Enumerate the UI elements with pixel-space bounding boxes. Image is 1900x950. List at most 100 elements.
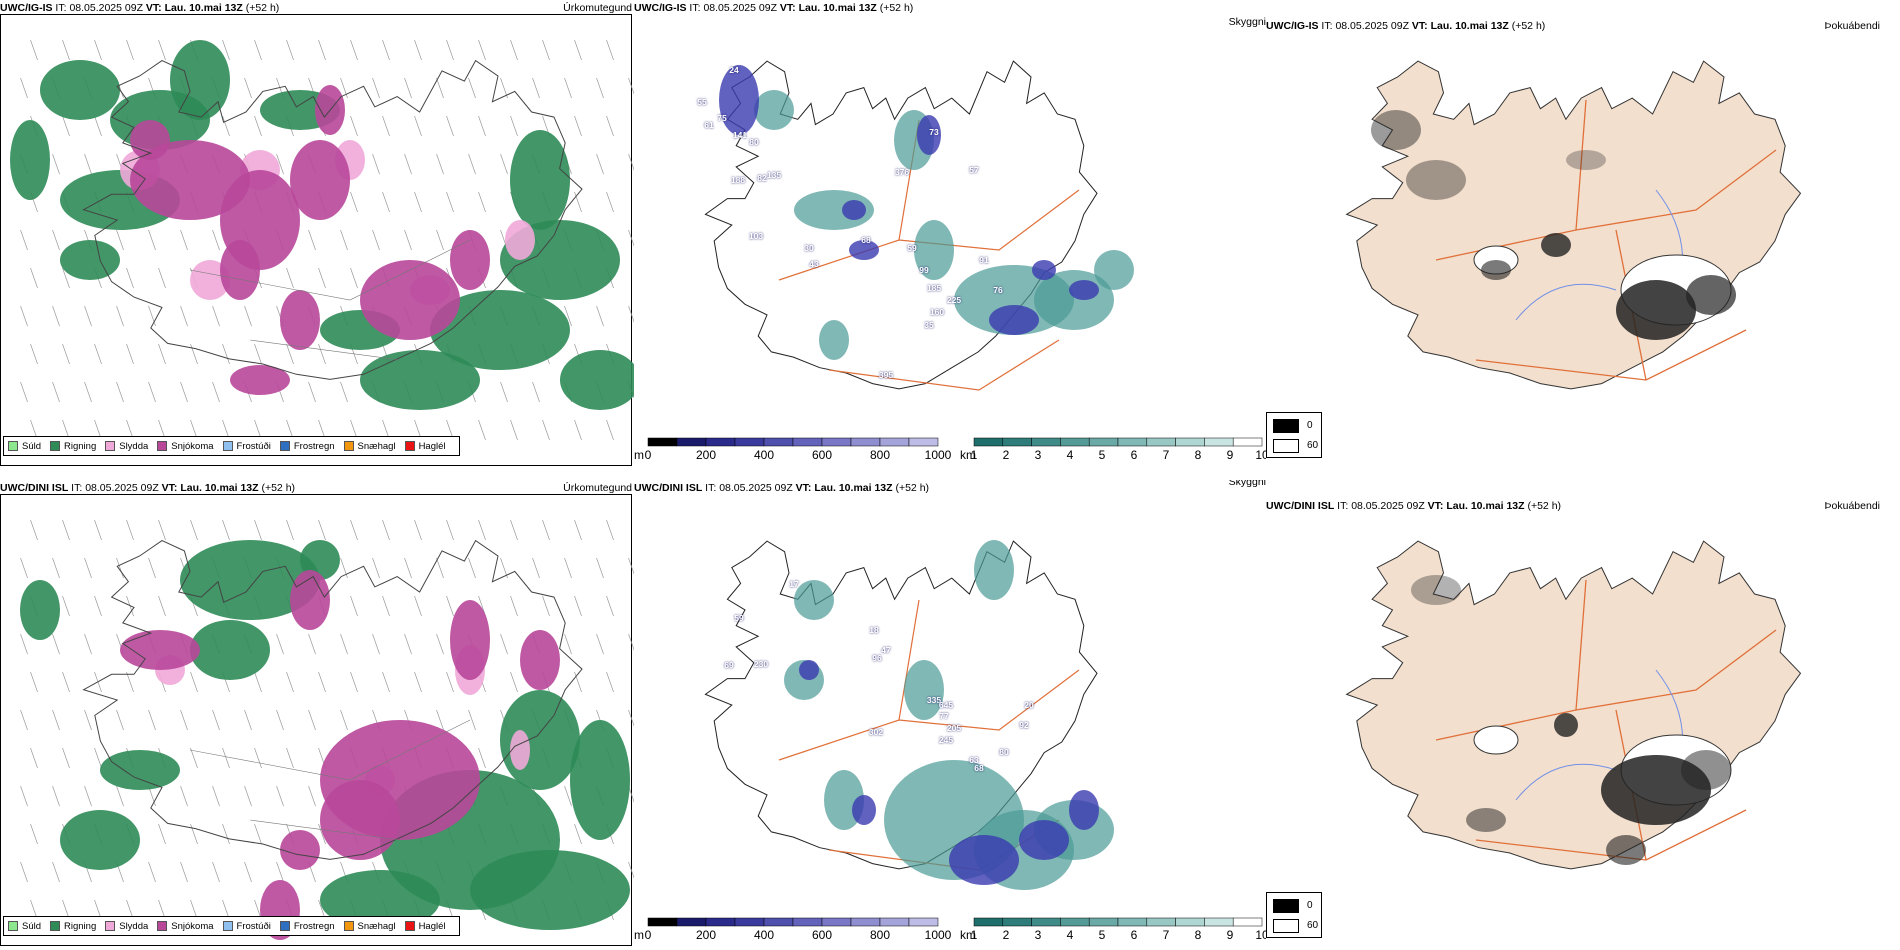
fog-legend-label: 60	[1307, 920, 1319, 931]
rain-area	[100, 750, 180, 790]
wind-barb	[500, 153, 508, 175]
wind-barb	[382, 115, 390, 137]
colorbar-cell	[647, 437, 678, 447]
fog-indicator-title: Þokuábendi	[1824, 20, 1880, 32]
rain-area	[180, 540, 320, 620]
wind-barb	[382, 595, 390, 617]
cloud-height-label: 30	[804, 243, 814, 253]
low-cloud-area	[1032, 260, 1056, 280]
colorbar-tick-label: 800	[869, 928, 891, 942]
cloud-height-label: 82	[757, 173, 767, 183]
cloud-height-label: 76	[993, 285, 1003, 295]
colorbar-tick-label: 8	[1194, 448, 1202, 462]
wind-barb	[126, 343, 134, 365]
fog-legend-label: 0	[1307, 900, 1313, 911]
wind-barb	[574, 419, 582, 441]
wind-barb	[190, 519, 198, 541]
cloud-map	[704, 540, 1114, 890]
legend-item: Frostregn	[279, 921, 335, 932]
colorbar-tick-label: 0	[644, 448, 652, 462]
wind-barb	[30, 39, 38, 61]
legend-label: Frostúði	[236, 920, 271, 932]
low-cloud-area	[719, 65, 759, 135]
wind-barb	[276, 153, 284, 175]
colorbar-cell	[821, 917, 852, 927]
wind-barb	[212, 381, 220, 403]
rain-area	[320, 870, 440, 930]
rain-area	[170, 40, 230, 120]
wind-barb	[382, 191, 390, 213]
wind-barb	[276, 709, 284, 731]
wind-barb	[62, 115, 70, 137]
rain-area	[40, 60, 120, 120]
cloud-visibility-panel-dini: UWC/DINI ISL IT: 08.05.2025 09Z VT: Lau.…	[634, 480, 1266, 950]
cloud-height-label: 55	[697, 97, 707, 107]
wind-barb	[254, 39, 262, 61]
wind-barb	[62, 671, 70, 693]
fog-legend: 0 60	[1266, 892, 1322, 938]
wind-barb	[468, 153, 476, 175]
legend-swatch	[105, 921, 116, 931]
wind-barb	[148, 381, 156, 403]
wind-barb	[340, 229, 348, 251]
wind-barb	[52, 381, 60, 403]
legend-label: Súld	[22, 920, 42, 932]
cloud-height-label: 185	[926, 283, 942, 293]
wind-barb	[436, 229, 444, 251]
wind-barb	[254, 671, 262, 693]
low-cloud-area	[989, 305, 1039, 335]
wind-barb	[628, 861, 634, 879]
legend-swatch	[8, 921, 18, 931]
cloud-height-label: 61	[704, 120, 714, 130]
coastline	[82, 539, 583, 860]
colorbar-tick-label: 10	[1255, 928, 1266, 942]
wind-barb	[468, 557, 476, 579]
wind-barb	[500, 557, 508, 579]
visibility-colorbar: km 1 2 3 4 5 6 7 8 9 10	[944, 436, 1266, 466]
colorbar-cell	[1060, 917, 1090, 927]
wind-barb	[222, 39, 230, 61]
wind-barb	[20, 709, 28, 731]
wind-barb	[404, 633, 412, 655]
colorbar-cell	[1146, 917, 1176, 927]
wind-barb	[158, 267, 166, 289]
fog-area	[1616, 280, 1696, 340]
wind-barb	[116, 305, 124, 327]
colorbar-cell	[1060, 437, 1090, 447]
wind-barb	[542, 595, 550, 617]
wind-barb	[180, 229, 188, 251]
wind-barb	[372, 77, 380, 99]
wind-barb	[628, 557, 634, 575]
wind-barb	[190, 747, 198, 769]
fog-legend-swatch	[1273, 919, 1299, 933]
cloud-height-label: 68	[974, 763, 984, 773]
low-cloud-area	[949, 835, 1019, 885]
wind-barb	[564, 77, 572, 99]
fog-legend-swatch	[1273, 419, 1299, 433]
wind-barb	[372, 229, 380, 251]
wind-barb	[286, 747, 294, 769]
cloud-height-label: 68	[861, 235, 871, 245]
colorbar-cell	[1175, 437, 1205, 447]
wind-barb	[382, 519, 390, 541]
wind-barb	[510, 595, 518, 617]
wind-barb	[180, 785, 188, 807]
wind-barb	[212, 305, 220, 327]
cloud-height-colorbar: m 0 200 400 600 800 1000	[634, 436, 954, 466]
wind-barb	[446, 595, 454, 617]
snow-area	[520, 630, 560, 690]
wind-barb	[52, 861, 60, 883]
wind-barb	[222, 823, 230, 845]
panel-title: UWC/IG-IS IT: 08.05.2025 09Z VT: Lau. 10…	[0, 2, 280, 14]
colorbar-cell	[734, 917, 765, 927]
wind-barb	[94, 595, 102, 617]
wind-barb	[532, 381, 540, 403]
cloud-height-label: 245	[938, 735, 954, 745]
wind-barb	[372, 153, 380, 175]
legend-label: Rigning	[64, 920, 97, 932]
wind-barb	[254, 519, 262, 541]
wind-barb	[606, 115, 614, 137]
wind-barb	[478, 419, 486, 441]
colorbar-cell	[1204, 917, 1234, 927]
wind-barb	[20, 305, 28, 327]
